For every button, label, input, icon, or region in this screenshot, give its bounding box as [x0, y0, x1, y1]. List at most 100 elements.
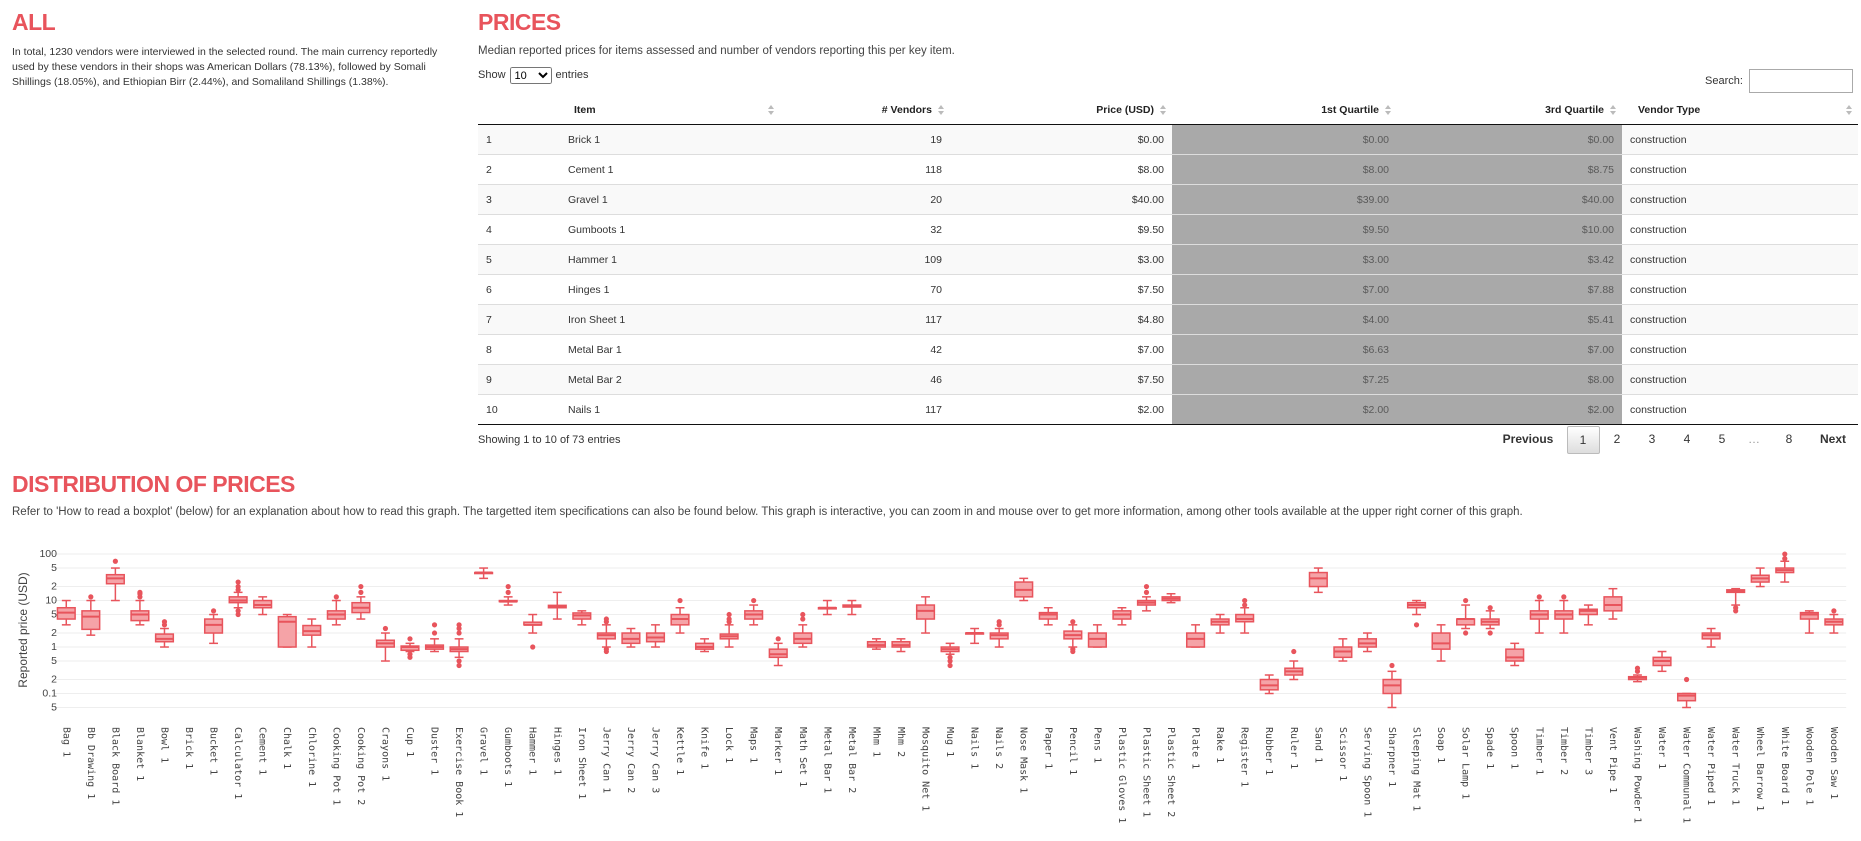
page-button[interactable]: 2: [1613, 432, 1621, 446]
y-tick-label: 1: [51, 641, 57, 653]
page-button[interactable]: 4: [1683, 432, 1691, 446]
outlier: [1389, 662, 1395, 669]
table-cell: Iron Sheet 1: [560, 304, 780, 335]
box: [1087, 632, 1107, 648]
table-cell: $40.00: [950, 184, 1172, 215]
table-cell: $8.75: [1397, 154, 1622, 185]
table-row: 2 Cement 1 118 $8.00 $8.00 $8.75 construction: [478, 154, 1858, 185]
outlier: [407, 636, 413, 642]
box: [1799, 611, 1819, 620]
box: [1676, 692, 1697, 702]
table-cell: $3.00: [950, 244, 1172, 275]
distribution-description: Refer to 'How to read a boxplot' (below)…: [12, 506, 1523, 518]
outlier: [235, 579, 241, 585]
x-tick-label: Nails 1: [969, 727, 980, 769]
outlier: [1291, 648, 1297, 655]
table-row: 3 Gravel 1 20 $40.00 $39.00 $40.00 constructio…: [478, 184, 1858, 215]
table-cell: $39.00: [1172, 184, 1397, 215]
column-header[interactable]: 3rd Quartile: [1397, 95, 1622, 125]
outlier: [1733, 605, 1739, 611]
x-tick-label: Sand 1: [1312, 727, 1323, 763]
table-cell: $6.63: [1172, 334, 1397, 365]
table-cell: $7.00: [1172, 274, 1397, 305]
outlier: [235, 583, 241, 590]
table-cell: $10.00: [1397, 214, 1622, 245]
outlier: [235, 608, 241, 614]
x-tick-label: Blanket 1: [134, 727, 145, 781]
outlier: [456, 662, 462, 669]
outlier: [88, 594, 94, 600]
box: [1431, 632, 1451, 650]
entries-select[interactable]: 10: [509, 67, 552, 84]
page-button[interactable]: Next: [1819, 432, 1846, 446]
table-cell: Gumboots 1: [560, 214, 780, 245]
x-tick-label: Mhm 1: [870, 727, 881, 757]
x-tick-label: Iron Sheet 1: [576, 727, 587, 799]
y-tick-label: 2: [51, 673, 57, 685]
outlier: [1487, 630, 1493, 636]
outlier: [726, 611, 732, 618]
table-cell: construction: [1622, 244, 1858, 275]
x-tick-label: Sharpner 1: [1386, 727, 1397, 787]
x-tick-label: Serving Spoon 1: [1361, 727, 1372, 817]
x-tick-label: Cup 1: [404, 727, 415, 757]
x-tick-label: Mug 1: [944, 727, 955, 757]
column-header[interactable]: Vendor Type: [1622, 95, 1858, 125]
x-tick-label: Cooking Pot 1: [330, 727, 341, 805]
x-tick-label: Mhm 2: [895, 727, 906, 757]
table-cell: 1: [478, 124, 560, 155]
page-button[interactable]: 3: [1648, 432, 1656, 446]
table-cell: $9.50: [950, 214, 1172, 245]
table-cell: $0.00: [1172, 124, 1397, 155]
table-cell: construction: [1622, 274, 1858, 305]
table-row: 4 Gumboots 1 32 $9.50 $9.50 $10.00 constructio…: [478, 214, 1858, 245]
search-input[interactable]: [1748, 69, 1853, 93]
table-cell: $8.00: [950, 154, 1172, 185]
outlier: [677, 597, 683, 604]
all-title: ALL: [12, 9, 56, 35]
box: [203, 618, 224, 634]
x-tick-label: Marker 1: [772, 727, 783, 775]
page-button[interactable]: …: [1748, 432, 1760, 446]
outlier: [751, 597, 757, 604]
page-button[interactable]: 8: [1785, 432, 1793, 446]
x-tick-label: Mosquito Net 1: [920, 727, 931, 811]
entries-label: entries: [555, 69, 589, 81]
y-tick-label: 5: [51, 608, 57, 620]
x-tick-label: White Board 1: [1779, 727, 1790, 805]
table-cell: 7: [478, 304, 560, 335]
x-tick-label: Pens 1: [1091, 727, 1102, 763]
table-cell: Cement 1: [560, 154, 780, 185]
column-header[interactable]: Item: [560, 95, 780, 125]
x-tick-label: Gumboots 1: [502, 727, 513, 787]
table-cell: $7.00: [950, 334, 1172, 365]
page-button[interactable]: 1: [1566, 426, 1600, 454]
table-cell: $2.00: [950, 394, 1172, 425]
outlier: [1831, 608, 1837, 614]
table-row: 10 Nails 1 117 $2.00 $2.00 $2.00 construction: [478, 394, 1858, 425]
x-tick-label: Plastic Sheet 1: [1140, 727, 1151, 817]
table-cell: 6: [478, 274, 560, 305]
x-tick-label: Bag 1: [60, 727, 71, 757]
column-header[interactable]: 1st Quartile: [1172, 95, 1397, 125]
page-button[interactable]: Previous: [1502, 432, 1554, 446]
x-tick-label: Calculator 1: [232, 727, 243, 799]
x-tick-label: Spade 1: [1484, 727, 1495, 769]
table-cell: Brick 1: [560, 124, 780, 155]
x-tick-label: Jerry Can 2: [625, 727, 636, 793]
table-cell: $40.00: [1397, 184, 1622, 215]
prices-table: Item # Vendors Price (USD) 1st Quartile 3rd …: [478, 95, 1858, 425]
outlier: [800, 611, 806, 618]
table-cell: $7.50: [950, 274, 1172, 305]
table-cell: $8.00: [1172, 154, 1397, 185]
box: [130, 610, 150, 622]
outlier: [1143, 589, 1150, 595]
x-tick-label: Wheel Barrow 1: [1754, 727, 1765, 811]
column-header[interactable]: Price (USD): [950, 95, 1172, 125]
table-cell: $5.41: [1397, 304, 1622, 335]
column-header[interactable]: # Vendors: [780, 95, 950, 125]
x-tick-label: Metal Bar 2: [846, 727, 857, 793]
table-cell: 117: [780, 394, 950, 425]
x-tick-label: Bb Drawing 1: [85, 727, 96, 799]
page-button[interactable]: 5: [1718, 432, 1726, 446]
